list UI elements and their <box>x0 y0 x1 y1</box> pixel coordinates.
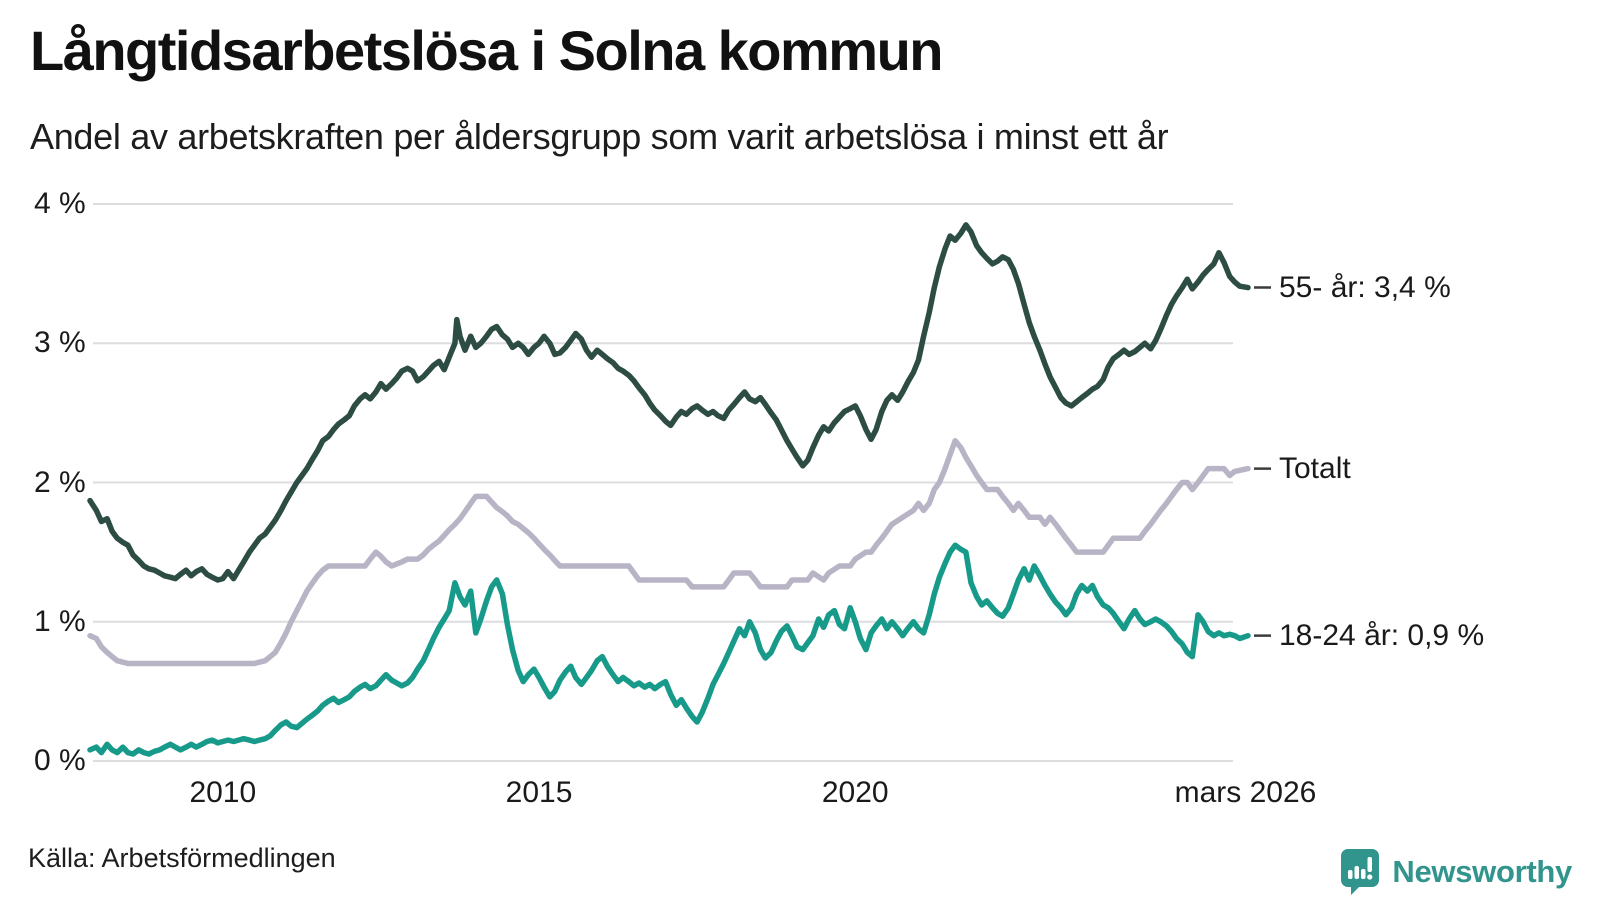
series-line-totalt <box>87 437 1251 667</box>
x-tick-label: 2010 <box>189 776 257 809</box>
y-tick-label: 4 % <box>34 187 86 220</box>
series-end-label: 55- år: 3,4 % <box>1279 270 1451 304</box>
y-tick-label: 1 % <box>34 604 86 638</box>
series-end-label: Totalt <box>1279 451 1351 485</box>
series-line-55-r <box>87 222 1251 583</box>
chart-subtitle: Andel av arbetskraften per åldersgrupp s… <box>30 116 1169 157</box>
x-tick-label: 2020 <box>821 776 889 809</box>
x-tick-label: 2015 <box>505 776 573 809</box>
page-title: Långtidsarbetslösa i Solna kommun <box>30 19 944 82</box>
y-tick-label: 0 % <box>34 744 86 777</box>
newsworthy-logo: Newsworthy <box>1340 848 1572 895</box>
newsworthy-icon <box>1341 849 1380 895</box>
series-line-18-24-r <box>87 542 1251 757</box>
newsworthy-wordmark: Newsworthy <box>1392 853 1572 889</box>
series-end-label: 18-24 år: 0,9 % <box>1279 618 1485 652</box>
x-tick-label: mars 2026 <box>1174 776 1317 809</box>
y-tick-label: 2 % <box>34 465 86 499</box>
y-tick-label: 3 % <box>34 326 86 360</box>
source-note: Källa: Arbetsförmedlingen <box>28 843 336 873</box>
